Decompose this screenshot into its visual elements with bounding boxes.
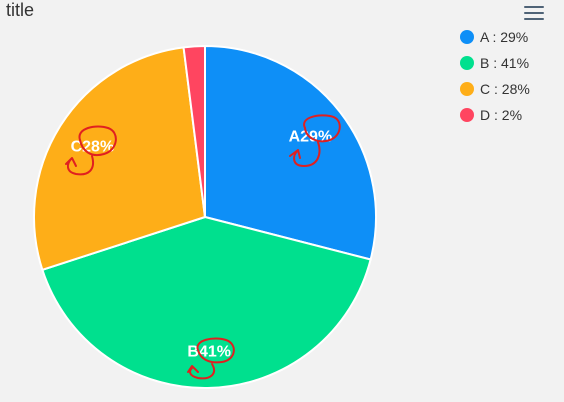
legend-item-a[interactable]: A : 29% xyxy=(460,24,530,50)
annotation-circle-a xyxy=(303,114,341,143)
pie-slice-a[interactable] xyxy=(204,44,377,261)
legend-label: A : 29% xyxy=(480,29,529,45)
legend-item-b[interactable]: B : 41% xyxy=(460,50,530,76)
pie-slice-d[interactable] xyxy=(182,44,206,218)
legend-marker xyxy=(460,82,474,96)
hamburger-menu-icon[interactable] xyxy=(524,4,546,20)
legend: A : 29% B : 41% C : 28% D : 2% xyxy=(460,24,530,128)
annotation-circle-c xyxy=(78,125,117,156)
legend-label: D : 2% xyxy=(480,107,523,123)
annotation-arrow-a xyxy=(289,141,321,167)
annotation-arrow-b xyxy=(187,363,216,380)
legend-item-d[interactable]: D : 2% xyxy=(460,102,530,128)
legend-marker xyxy=(460,30,474,44)
legend-item-c[interactable]: C : 28% xyxy=(460,76,530,102)
annotation-arrow-c xyxy=(65,155,94,176)
slice-label-b: B41% xyxy=(187,343,231,360)
legend-marker xyxy=(460,108,474,122)
pie-slice-b[interactable] xyxy=(41,215,372,390)
annotation-circle-b xyxy=(196,337,235,364)
chart-title: title xyxy=(6,0,35,20)
legend-label: B : 41% xyxy=(480,55,530,71)
legend-label: C : 28% xyxy=(480,81,530,97)
legend-marker xyxy=(460,56,474,70)
pie-slice-c[interactable] xyxy=(33,46,207,272)
